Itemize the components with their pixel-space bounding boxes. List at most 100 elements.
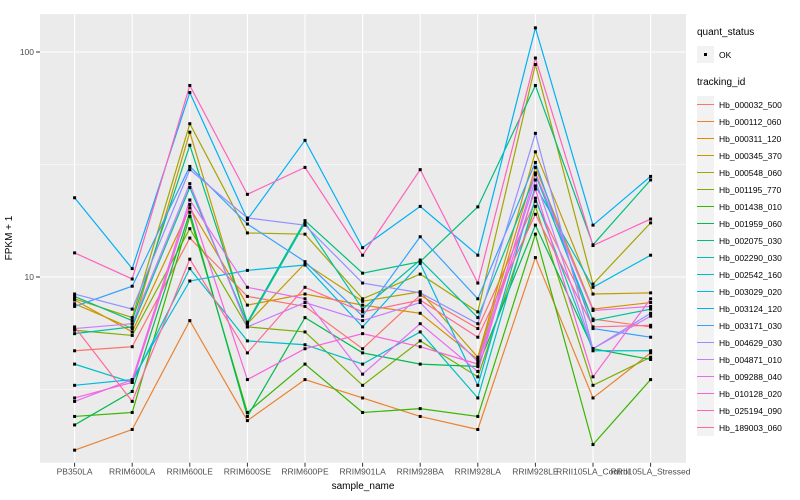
data-point <box>130 267 134 271</box>
data-point <box>533 62 537 66</box>
data-point <box>361 325 365 329</box>
legend-label: Hb_002542_160 <box>719 269 782 280</box>
legend-key <box>697 300 714 317</box>
data-point <box>245 285 249 289</box>
data-point <box>303 330 307 334</box>
legend-key <box>697 215 714 232</box>
legend-label: Hb_004629_030 <box>719 337 782 348</box>
data-point <box>73 294 77 298</box>
legend-item: Hb_009288_040 <box>697 368 799 385</box>
legend-key <box>697 130 714 147</box>
series-line-icon <box>697 188 714 191</box>
legend-key <box>697 334 714 351</box>
legend-key <box>697 232 714 249</box>
legend-key <box>697 164 714 181</box>
data-point <box>649 217 653 221</box>
legend: quant_status OK tracking_id Hb_000032_50… <box>697 26 799 436</box>
data-point <box>361 299 365 303</box>
series-line-icon <box>697 103 714 106</box>
data-point <box>73 349 77 353</box>
legend-key <box>697 181 714 198</box>
data-point <box>649 323 653 327</box>
legend-label: Hb_001959_060 <box>719 218 782 229</box>
data-point <box>649 297 653 301</box>
legend-item: Hb_001438_010 <box>697 198 799 215</box>
series-line-icon <box>697 290 714 293</box>
data-point <box>476 253 480 257</box>
data-point <box>130 389 134 393</box>
x-tick-label: RRIM928BA <box>397 467 445 477</box>
legend-label: Hb_003124_120 <box>719 303 782 314</box>
data-point <box>303 232 307 236</box>
data-point <box>418 258 422 262</box>
legend-label: Hb_002075_030 <box>719 235 782 246</box>
data-point <box>188 91 192 95</box>
data-point <box>476 327 480 331</box>
legend-label: Hb_025194_090 <box>719 405 782 416</box>
data-point <box>361 281 365 285</box>
data-point <box>361 410 365 414</box>
data-point <box>649 307 653 311</box>
data-point <box>303 260 307 264</box>
legend-item: Hb_000345_370 <box>697 147 799 164</box>
data-point <box>476 383 480 387</box>
data-point <box>476 365 480 369</box>
data-point <box>361 383 365 387</box>
black-point-icon <box>703 52 708 57</box>
data-point <box>130 325 134 329</box>
data-point <box>188 210 192 214</box>
data-point <box>73 362 77 366</box>
data-point <box>418 407 422 411</box>
data-point <box>188 279 192 283</box>
series-line-icon <box>697 307 714 310</box>
data-point <box>649 335 653 339</box>
data-point <box>361 246 365 250</box>
data-point <box>649 291 653 295</box>
legend-key <box>697 317 714 334</box>
data-point <box>476 310 480 314</box>
data-point <box>649 301 653 305</box>
data-point <box>418 414 422 418</box>
data-point <box>303 316 307 320</box>
legend-gap <box>697 63 799 76</box>
data-point <box>476 316 480 320</box>
data-point <box>73 399 77 403</box>
x-tick-label: RRIM928LA <box>455 467 502 477</box>
data-point <box>188 198 192 202</box>
data-point <box>418 298 422 302</box>
legend-item: Hb_002542_160 <box>697 266 799 283</box>
legend-item: Hb_004629_030 <box>697 334 799 351</box>
data-point <box>73 414 77 418</box>
data-point <box>591 349 595 353</box>
data-point <box>130 319 134 323</box>
data-point <box>649 378 653 382</box>
data-point <box>303 301 307 305</box>
legend-item: Hb_010128_020 <box>697 385 799 402</box>
data-point <box>533 204 537 208</box>
data-point <box>476 357 480 361</box>
data-point <box>418 311 422 315</box>
legend-label: Hb_189003_060 <box>719 422 782 433</box>
data-point <box>361 319 365 323</box>
data-point <box>361 332 365 336</box>
data-point <box>591 383 595 387</box>
legend-item: Hb_025194_090 <box>697 402 799 419</box>
series-line-icon <box>697 222 714 225</box>
data-point <box>533 187 537 191</box>
data-point <box>649 311 653 315</box>
data-point <box>73 423 77 427</box>
data-point <box>303 223 307 227</box>
data-point <box>418 362 422 366</box>
data-point <box>418 291 422 295</box>
data-point <box>361 271 365 275</box>
data-point <box>303 304 307 308</box>
data-point <box>476 396 480 400</box>
data-point <box>533 56 537 60</box>
data-point <box>361 362 365 366</box>
data-point <box>188 182 192 186</box>
data-point <box>188 236 192 240</box>
data-point <box>591 325 595 329</box>
legend-item: Hb_003124_120 <box>697 300 799 317</box>
data-point <box>418 345 422 349</box>
series-line-icon <box>697 324 714 327</box>
